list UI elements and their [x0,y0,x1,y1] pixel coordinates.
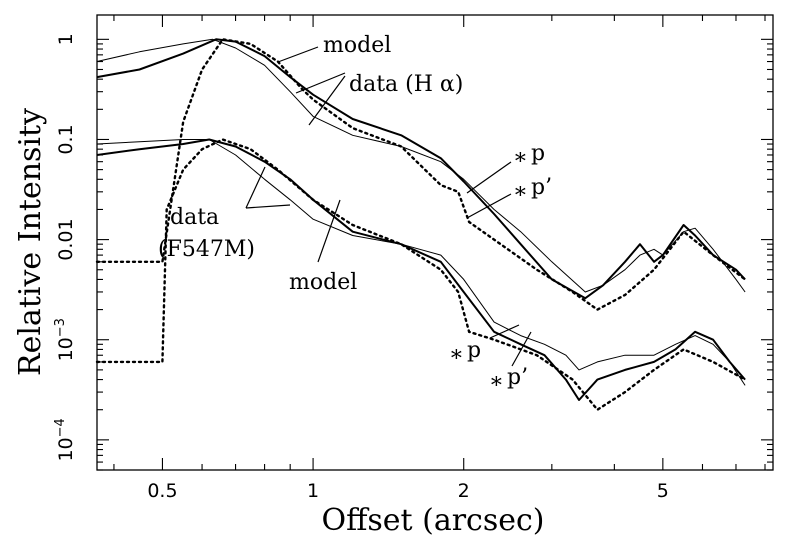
annotation-data-f547m-line2: (F547M) [158,237,255,262]
y-tick-label: 0.01 [55,218,77,260]
y-tick-label: 0.1 [55,124,77,154]
axis-ticks [97,15,773,471]
leader-data-f547m-1 [245,166,266,209]
annotation-p-prime-upper: p’ [531,175,552,200]
x-tick-label: 0.5 [147,480,177,502]
annotation-star-lower-2: ∗ [489,369,504,394]
leader-data-halpha-2 [308,75,346,126]
series-line-1 [96,38,746,293]
y-tick-label: 10−3 [53,318,77,361]
y-tick-labels: 1 0.1 0.01 10−3 10−4 [53,33,77,461]
x-axis-title: Offset (arcsec) [321,503,544,538]
annotation-p-prime-lower: p’ [507,365,528,390]
annotation-star-upper-2: ∗ [513,179,528,204]
annotation-data-halpha: data (H α) [349,72,463,97]
series-line-3 [96,138,746,401]
series-group [95,37,747,412]
leader-model-top [277,46,319,63]
annotations: model data (H α) data (F547M) model ∗ p … [158,33,552,394]
leader-p-upper [466,161,512,194]
annotation-star-lower-1: ∗ [449,342,464,367]
annotation-model-top: model [323,33,391,58]
y-axis-title: Relative Intensity [13,108,48,376]
x-tick-label: 2 [458,480,470,502]
annotation-model-lower: model [289,270,357,295]
annotation-leaders [245,46,532,367]
series-line-4 [96,139,746,386]
annotation-star-upper-1: ∗ [513,145,528,170]
x-tick-labels: 0.5 1 2 5 [147,480,669,502]
plot-frame [96,14,774,471]
leader-data-halpha-1 [295,72,346,94]
leader-p-prime-lower [511,331,532,367]
annotation-data-f547m-line1: data [170,205,219,230]
annotation-p-upper: p [531,141,545,166]
y-tick-label: 10−4 [53,418,77,461]
series-line-0 [96,38,746,300]
leader-p-prime-upper [466,193,512,219]
annotation-p-lower: p [467,338,481,363]
series-line-2 [95,37,747,312]
series-line-5 [95,138,747,412]
y-tick-label: 1 [55,33,77,45]
leader-data-f547m-2 [245,204,291,209]
leader-model-lower [317,199,341,263]
x-tick-label: 1 [307,480,319,502]
leader-p-lower [489,324,520,339]
x-tick-label: 5 [657,480,669,502]
